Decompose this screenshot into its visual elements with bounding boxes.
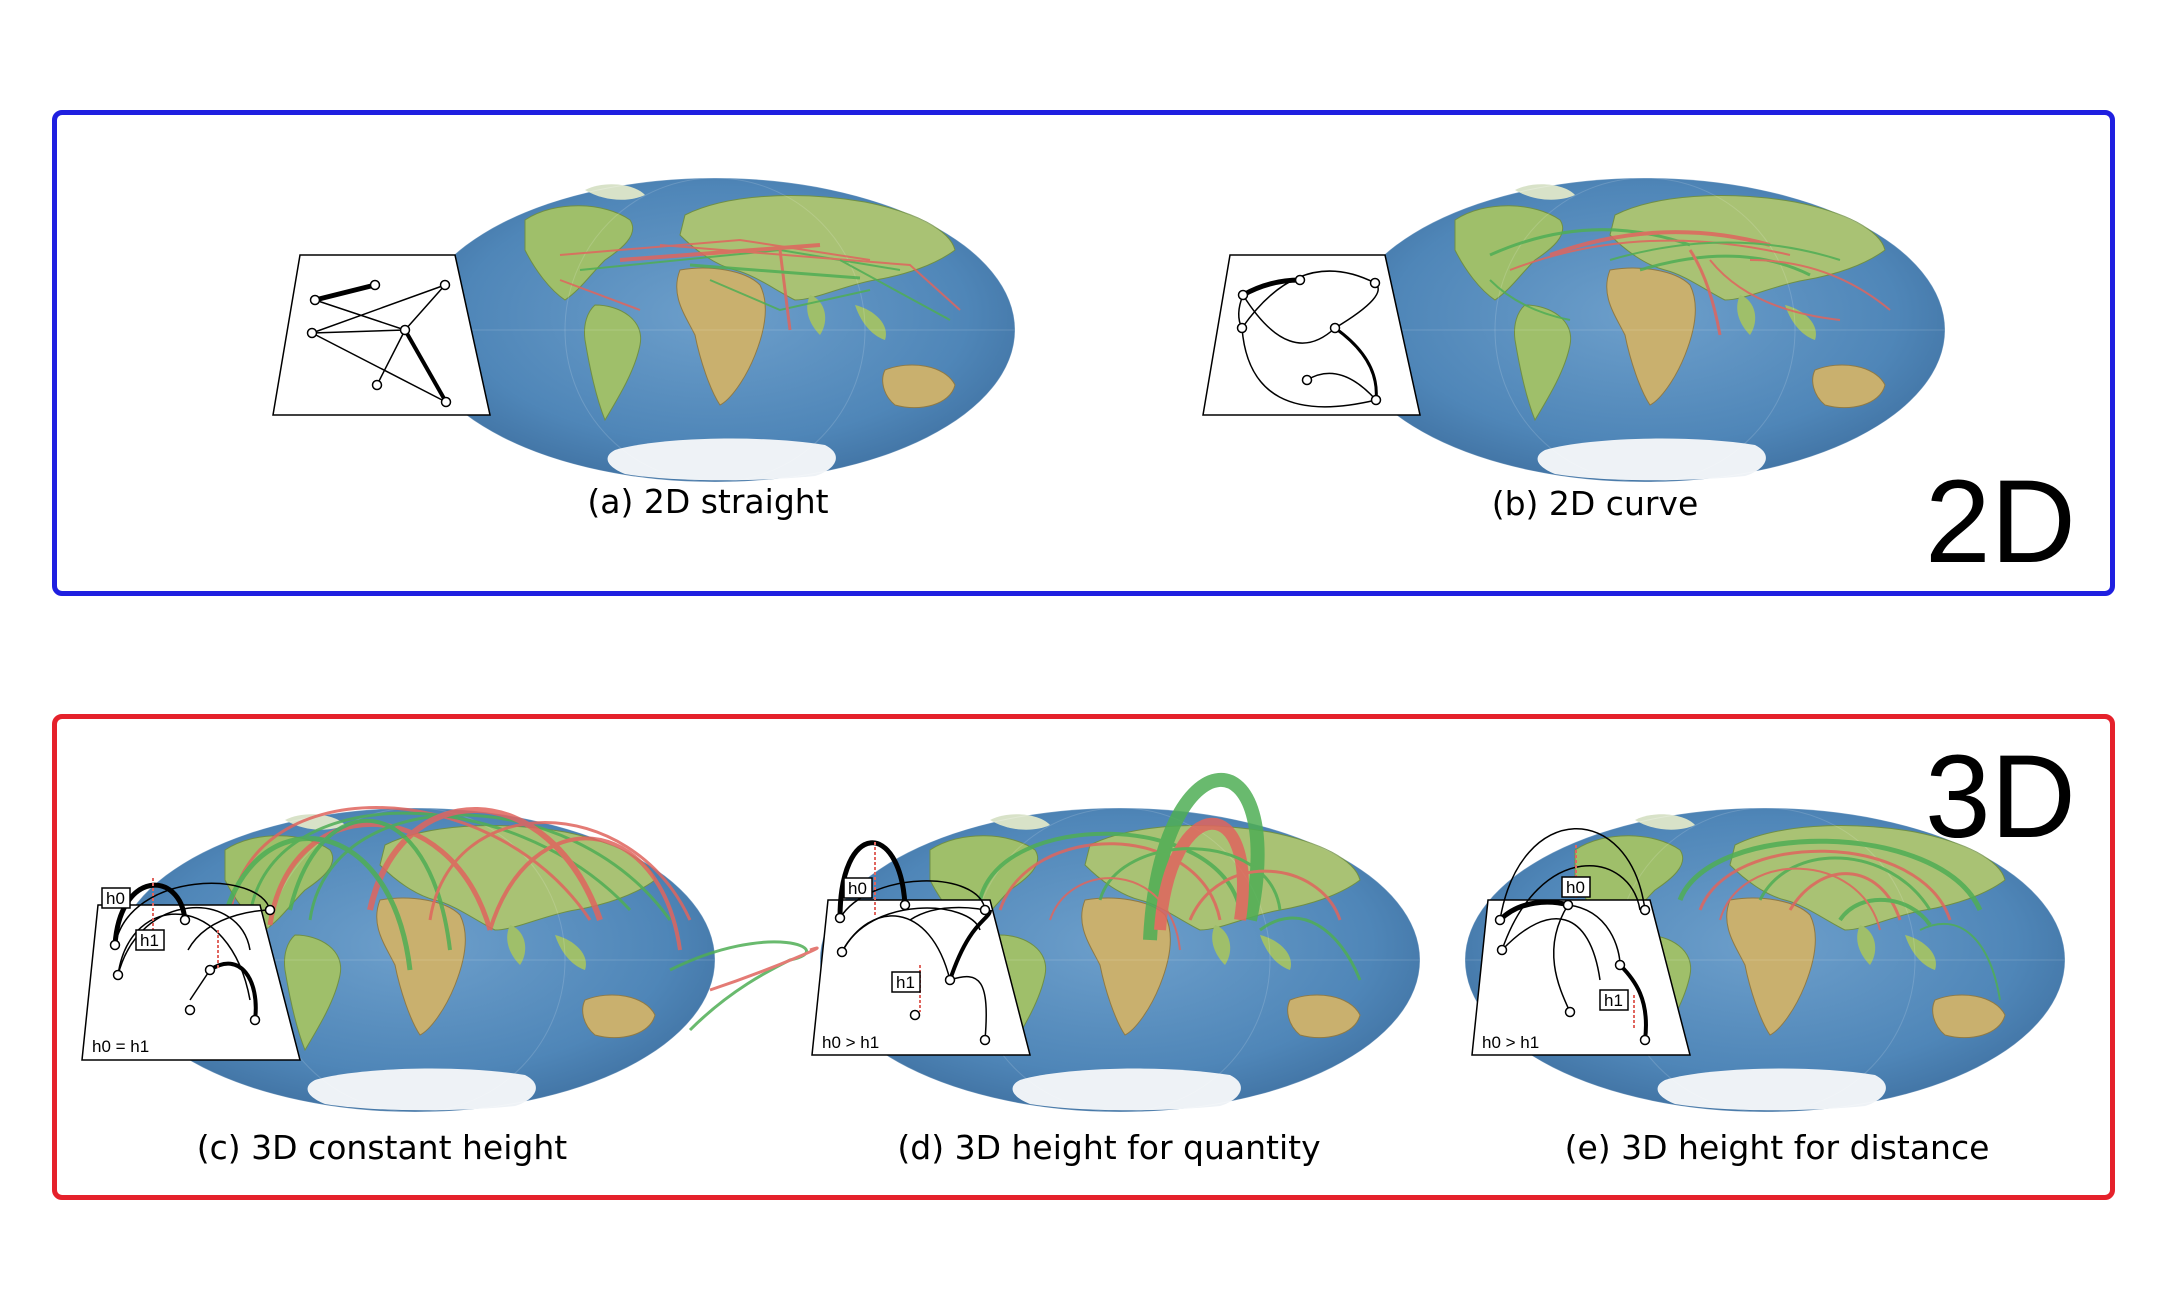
flow-arcs bbox=[217, 806, 819, 1032]
inset-h0-label-c: h0 bbox=[106, 889, 125, 908]
panel-label-3d: 3D bbox=[1925, 731, 2076, 863]
inset-diagram-c: h0 h1 h0 = h1 bbox=[81, 878, 301, 1061]
subfigure-c-3d-constant-height: h0 h1 h0 = h1 bbox=[81, 806, 819, 1113]
inset-diagram-b bbox=[1202, 254, 1421, 416]
subfigure-d-3d-height-for-quantity: h0 h1 h0 > h1 bbox=[811, 773, 1421, 1113]
panel-3d bbox=[52, 714, 2115, 1200]
caption-e: (e) 3D height for distance bbox=[1564, 1128, 1990, 1167]
inset-relation-c: h0 = h1 bbox=[92, 1037, 149, 1056]
inset-diagram-e: h0 h1 h0 > h1 bbox=[1471, 828, 1691, 1056]
inset-h1-label-c: h1 bbox=[140, 931, 159, 950]
inset-diagram-d: h0 h1 h0 > h1 bbox=[811, 840, 1031, 1056]
subfigure-a-2d-straight bbox=[272, 177, 1016, 483]
caption-a: (a) 2D straight bbox=[587, 482, 829, 521]
panel-2d bbox=[52, 110, 2115, 596]
inset-h1-label-e: h1 bbox=[1604, 991, 1623, 1010]
subfigure-e-3d-height-for-distance: h0 h1 h0 > h1 bbox=[1464, 807, 2066, 1113]
inset-h1-label-d: h1 bbox=[896, 973, 915, 992]
caption-c: (c) 3D constant height bbox=[196, 1128, 568, 1167]
flow-curves bbox=[1489, 228, 1891, 336]
inset-relation-e: h0 > h1 bbox=[1482, 1033, 1539, 1052]
caption-b: (b) 2D curve bbox=[1491, 484, 1699, 523]
caption-d: (d) 3D height for quantity bbox=[897, 1128, 1321, 1167]
flow-arcs bbox=[1677, 838, 2001, 1001]
flow-lines bbox=[559, 238, 961, 331]
inset-h0-label-d: h0 bbox=[848, 879, 867, 898]
inset-relation-d: h0 > h1 bbox=[822, 1033, 879, 1052]
inset-h0-label-e: h0 bbox=[1566, 878, 1585, 897]
subfigure-b-2d-curve bbox=[1202, 177, 1946, 483]
panel-label-2d: 2D bbox=[1925, 456, 2076, 588]
inset-diagram-a bbox=[272, 254, 491, 416]
flow-arcs bbox=[978, 773, 1362, 981]
